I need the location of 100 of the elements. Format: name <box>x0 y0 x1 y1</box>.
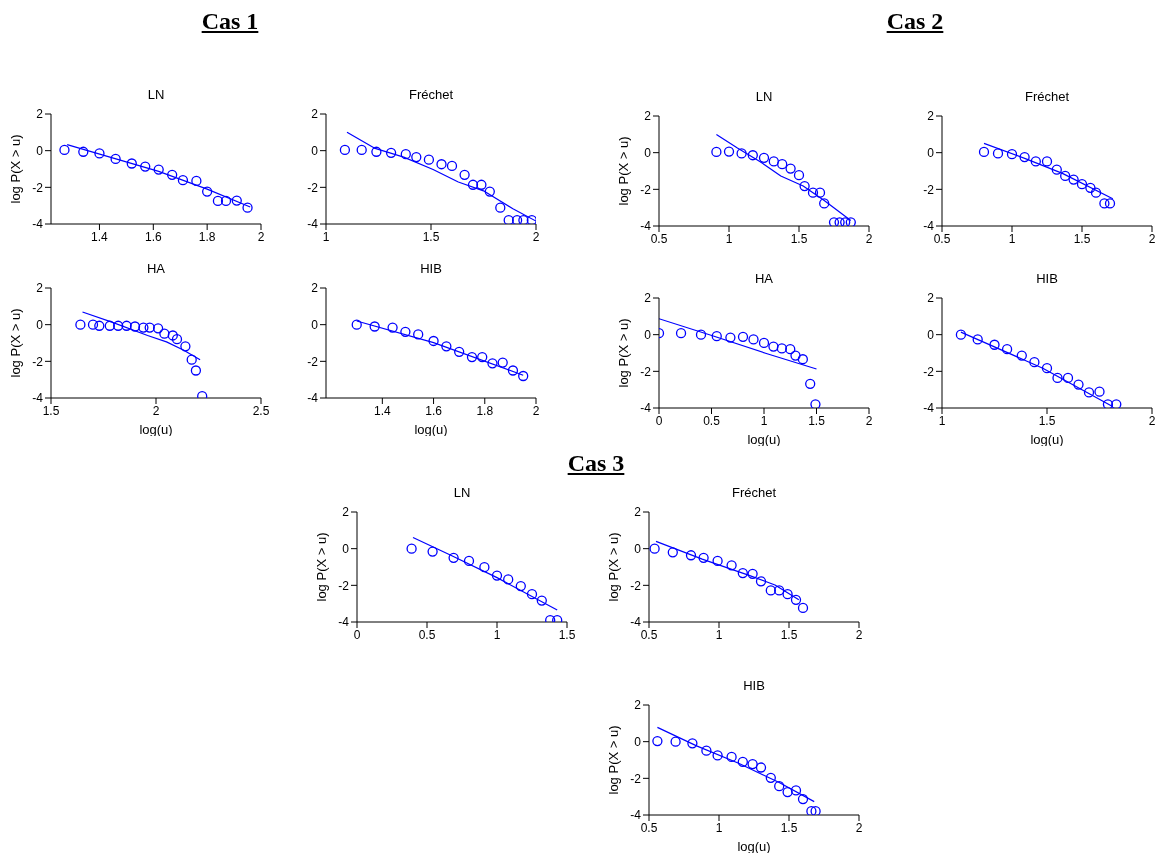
chart-title: LN <box>146 86 166 104</box>
x-tick-label: 1.5 <box>808 413 826 428</box>
point <box>667 547 678 558</box>
point <box>167 330 178 341</box>
point <box>685 550 697 561</box>
x-tick-label: 1.5 <box>558 627 576 642</box>
y-axis-title: log P(X > u) <box>615 136 631 206</box>
point <box>171 334 183 345</box>
x-tick-label: 2 <box>865 231 873 246</box>
point <box>810 399 821 408</box>
y-axis-title: log P(X > u) <box>313 532 329 602</box>
y-tick-label: -2 <box>307 180 319 195</box>
x-tick-label: 1 <box>322 229 330 244</box>
point <box>78 146 89 157</box>
y-tick-label: -4 <box>630 808 642 823</box>
point <box>1060 170 1071 182</box>
point <box>806 806 817 815</box>
y-tick-label: 0 <box>311 317 319 332</box>
point <box>723 146 735 157</box>
point <box>768 341 779 352</box>
chart-title: LN <box>452 484 472 502</box>
x-tick-label: 2.5 <box>252 403 270 418</box>
x-tick-label: 1.5 <box>1038 413 1056 428</box>
point <box>1062 372 1074 384</box>
point <box>834 217 845 226</box>
point <box>776 343 787 354</box>
point <box>978 146 990 158</box>
point <box>94 148 105 159</box>
chart-title: Fréchet <box>730 484 778 502</box>
point <box>411 151 422 163</box>
chart-title: HA <box>753 270 775 288</box>
x-tick-label: 1.5 <box>790 231 808 246</box>
point <box>758 337 770 349</box>
point <box>369 321 380 332</box>
y-tick-label: -2 <box>32 354 44 369</box>
point <box>1094 386 1105 397</box>
point <box>1029 357 1040 368</box>
point <box>138 322 149 333</box>
x-tick-label: 0.5 <box>650 231 668 246</box>
point <box>231 195 242 206</box>
point <box>701 745 712 756</box>
point <box>339 144 351 156</box>
point <box>785 344 796 355</box>
x-tick-label: 1.4 <box>91 229 109 244</box>
point <box>782 588 793 600</box>
point <box>1068 174 1079 185</box>
y-tick-label: -4 <box>630 615 642 630</box>
x-axis-title: log(u) <box>139 422 173 437</box>
chart-title: HIB <box>1035 270 1059 288</box>
x-tick-label: 2 <box>152 403 160 418</box>
x-tick-label: 0.5 <box>640 627 658 642</box>
point <box>785 163 796 174</box>
point <box>152 323 164 334</box>
point <box>518 370 529 382</box>
point <box>177 175 189 186</box>
point <box>755 576 767 587</box>
y-tick-label: 2 <box>634 505 642 520</box>
y-tick-label: -4 <box>32 391 44 406</box>
y-tick-label: 0 <box>634 734 642 749</box>
point <box>711 146 722 158</box>
y-tick-label: -4 <box>307 217 319 232</box>
point <box>698 552 709 563</box>
point <box>774 585 785 596</box>
y-tick-label: -2 <box>32 180 44 195</box>
point <box>190 365 202 376</box>
line-series <box>659 318 818 370</box>
point <box>448 552 459 563</box>
point <box>840 217 851 226</box>
x-tick-label: 2 <box>855 627 863 642</box>
y-tick-label: 0 <box>644 145 652 160</box>
x-tick-label: 1 <box>760 413 768 428</box>
point <box>467 179 479 190</box>
point <box>1099 198 1110 209</box>
point <box>790 350 801 361</box>
point <box>1001 344 1013 355</box>
line-series <box>81 311 201 361</box>
point <box>1073 379 1084 390</box>
point <box>110 153 121 165</box>
y-tick-label: -2 <box>640 364 652 379</box>
point <box>463 555 475 567</box>
point <box>687 738 698 749</box>
point <box>476 179 487 190</box>
point <box>1083 387 1095 398</box>
x-axis-title: log(u) <box>747 432 781 447</box>
y-tick-label: 2 <box>927 291 935 306</box>
point <box>75 319 86 330</box>
point <box>747 758 758 770</box>
y-tick-label: 0 <box>644 327 652 342</box>
point <box>1104 198 1116 209</box>
y-axis-title: log P(X > u) <box>7 308 23 378</box>
point <box>1030 156 1041 167</box>
point <box>758 152 770 163</box>
y-tick-label: -2 <box>640 182 652 197</box>
point <box>202 186 213 197</box>
point <box>180 341 191 352</box>
point <box>793 170 805 181</box>
y-tick-label: 2 <box>311 107 319 122</box>
point <box>491 570 503 581</box>
point <box>777 159 788 170</box>
point <box>649 543 660 554</box>
